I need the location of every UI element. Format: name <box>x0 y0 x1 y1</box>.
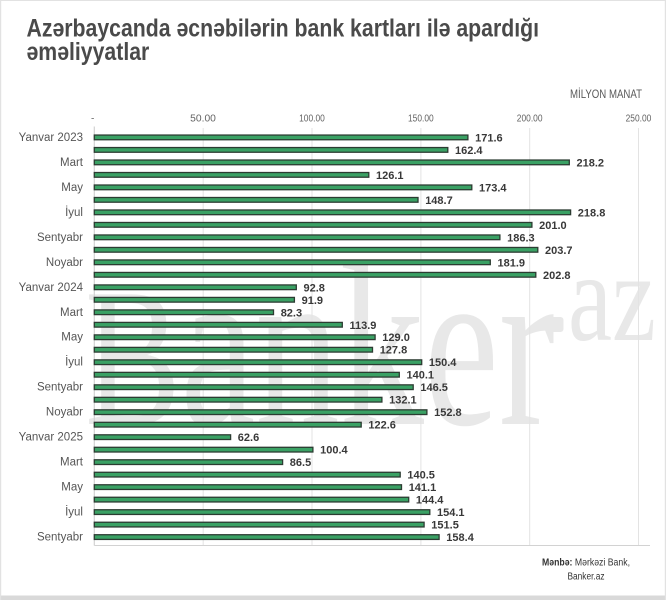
svg-text:Mart: Mart <box>60 307 84 319</box>
svg-text:218.8: 218.8 <box>578 207 606 219</box>
svg-text:92.8: 92.8 <box>304 282 325 294</box>
svg-text:250.00: 250.00 <box>626 114 652 125</box>
svg-text:171.6: 171.6 <box>475 132 503 144</box>
svg-text:əməliyyatlar: əməliyyatlar <box>27 38 150 66</box>
svg-text:146.5: 146.5 <box>420 382 448 394</box>
svg-text:203.7: 203.7 <box>545 245 573 257</box>
svg-text:İyul: İyul <box>65 206 83 219</box>
svg-text:İyul: İyul <box>65 356 83 369</box>
svg-text:129.0: 129.0 <box>382 332 410 344</box>
svg-text:113.9: 113.9 <box>350 320 377 332</box>
svg-text:Yanvar 2023: Yanvar 2023 <box>19 132 83 144</box>
svg-text:82.3: 82.3 <box>281 307 302 319</box>
svg-text:Sentyabr: Sentyabr <box>37 382 83 394</box>
svg-text:202.8: 202.8 <box>543 270 571 282</box>
svg-text:218.2: 218.2 <box>577 157 605 169</box>
svg-text:140.1: 140.1 <box>407 370 435 382</box>
svg-text:Banker.az: Banker.az <box>568 572 605 583</box>
svg-text:158.4: 158.4 <box>446 532 474 544</box>
svg-text:Mart: Mart <box>60 157 84 169</box>
svg-text:200.00: 200.00 <box>517 114 543 125</box>
svg-text:Sentyabr: Sentyabr <box>37 232 83 244</box>
svg-text:150.4: 150.4 <box>429 357 457 369</box>
svg-text:May: May <box>61 332 83 344</box>
svg-text:62.6: 62.6 <box>238 432 259 444</box>
svg-text:İyul: İyul <box>65 506 83 519</box>
svg-text:Mənbə: Mərkəzi Bank,: Mənbə: Mərkəzi Bank, <box>542 558 630 569</box>
svg-text:Mart: Mart <box>60 457 84 469</box>
svg-text:Yanvar 2025: Yanvar 2025 <box>19 432 83 444</box>
svg-text:144.4: 144.4 <box>416 495 444 507</box>
svg-text:86.5: 86.5 <box>290 457 311 469</box>
svg-text:May: May <box>61 182 83 194</box>
svg-text:Azərbaycanda əcnəbilərin bank: Azərbaycanda əcnəbilərin bank kartları i… <box>27 14 540 42</box>
svg-text:Noyabr: Noyabr <box>46 407 83 419</box>
svg-text:127.8: 127.8 <box>380 345 408 357</box>
svg-text:140.5: 140.5 <box>407 470 435 482</box>
svg-text:132.1: 132.1 <box>389 395 417 407</box>
svg-text:150.00: 150.00 <box>408 114 434 125</box>
svg-text:162.4: 162.4 <box>455 145 483 157</box>
svg-text:May: May <box>61 482 83 494</box>
svg-text:152.8: 152.8 <box>434 407 462 419</box>
svg-text:91.9: 91.9 <box>302 295 323 307</box>
svg-text:154.1: 154.1 <box>437 507 465 519</box>
svg-text:126.1: 126.1 <box>376 170 404 182</box>
svg-text:Yanvar 2024: Yanvar 2024 <box>19 282 84 294</box>
svg-text:MİLYON MANAT: MİLYON MANAT <box>570 88 642 101</box>
svg-text:100.00: 100.00 <box>299 114 325 125</box>
svg-text:201.0: 201.0 <box>539 220 567 232</box>
svg-text:Sentyabr: Sentyabr <box>37 532 83 544</box>
svg-text:186.3: 186.3 <box>507 232 535 244</box>
svg-text:148.7: 148.7 <box>425 195 453 207</box>
svg-text:100.4: 100.4 <box>320 445 348 457</box>
svg-text:141.1: 141.1 <box>409 482 437 494</box>
svg-text:122.6: 122.6 <box>368 420 396 432</box>
svg-text:181.9: 181.9 <box>498 257 526 269</box>
svg-text:-: - <box>91 114 94 125</box>
svg-text:151.5: 151.5 <box>431 520 459 532</box>
svg-text:50.00: 50.00 <box>190 114 216 125</box>
svg-text:173.4: 173.4 <box>479 182 507 194</box>
svg-text:az: az <box>568 228 656 368</box>
svg-text:Noyabr: Noyabr <box>46 257 83 269</box>
